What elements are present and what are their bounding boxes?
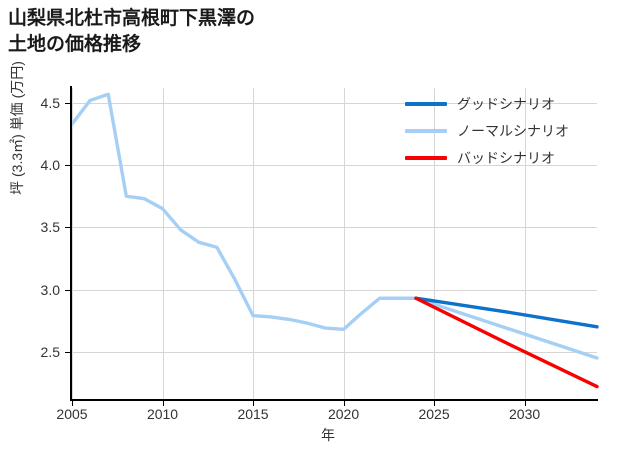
- x-gridline: [253, 88, 255, 399]
- y-tick-label: 3.5: [40, 219, 60, 236]
- y-tick-mark: [65, 289, 70, 291]
- x-gridline: [434, 88, 436, 399]
- x-gridline: [524, 88, 526, 399]
- chart-title: 山梨県北杜市高根町下黒澤の 土地の価格推移: [8, 8, 256, 55]
- x-tick-mark: [434, 401, 436, 406]
- series-line-normal: [70, 92, 599, 360]
- y-tick-label: 4.5: [40, 94, 60, 111]
- x-axis-spine: [70, 399, 598, 401]
- y-tick-label: 2.5: [40, 343, 60, 360]
- series-layer: [70, 92, 599, 389]
- x-tick-label: 2005: [56, 406, 88, 422]
- chart-legend: グッドシナリオ ノーマルシナリオ バッドシナリオ: [405, 90, 610, 171]
- x-tick-label: 2015: [237, 406, 269, 422]
- x-tick-mark: [72, 401, 73, 406]
- y-tick-label: 4.0: [40, 157, 60, 174]
- x-tick-mark: [162, 401, 164, 406]
- series-line-bad: [414, 296, 599, 389]
- x-gridline: [162, 88, 164, 399]
- y-tick-mark: [65, 351, 70, 353]
- legend-item-good[interactable]: グッドシナリオ: [405, 90, 610, 117]
- y-gridline: [72, 165, 597, 167]
- plot-area: [70, 88, 599, 399]
- y-tick-mark: [65, 227, 70, 229]
- y-tick-label: 3.0: [40, 281, 60, 298]
- legend-label-normal: ノーマルシナリオ: [457, 122, 569, 139]
- y-gridline: [72, 102, 597, 104]
- series-line-good: [414, 296, 599, 329]
- y-axis-spine: [70, 86, 72, 401]
- x-gridline: [72, 88, 73, 399]
- y-tick-mark: [65, 102, 70, 104]
- legend-swatch-good: [405, 101, 447, 106]
- x-tick-label: 2030: [509, 406, 541, 422]
- x-tick-mark: [253, 401, 255, 406]
- legend-swatch-normal: [405, 128, 447, 133]
- legend-item-bad[interactable]: バッドシナリオ: [405, 144, 610, 171]
- y-tick-mark: [65, 165, 70, 167]
- y-gridline: [72, 227, 597, 229]
- x-tick-mark: [343, 401, 345, 406]
- legend-label-bad: バッドシナリオ: [457, 149, 555, 166]
- legend-label-good: グッドシナリオ: [457, 95, 555, 112]
- x-tick-mark: [524, 401, 526, 406]
- x-axis-label: 年: [321, 427, 335, 443]
- x-tick-label: 2010: [146, 406, 179, 422]
- x-tick-label: 2020: [327, 406, 360, 422]
- legend-swatch-bad: [405, 155, 447, 160]
- x-gridline: [343, 88, 345, 399]
- legend-item-normal[interactable]: ノーマルシナリオ: [405, 117, 610, 144]
- y-axis-label: 坪 (3.3㎡) 単価 (万円): [9, 61, 25, 195]
- y-gridline: [72, 289, 597, 291]
- y-gridline: [72, 351, 597, 353]
- x-tick-label: 2025: [418, 406, 450, 422]
